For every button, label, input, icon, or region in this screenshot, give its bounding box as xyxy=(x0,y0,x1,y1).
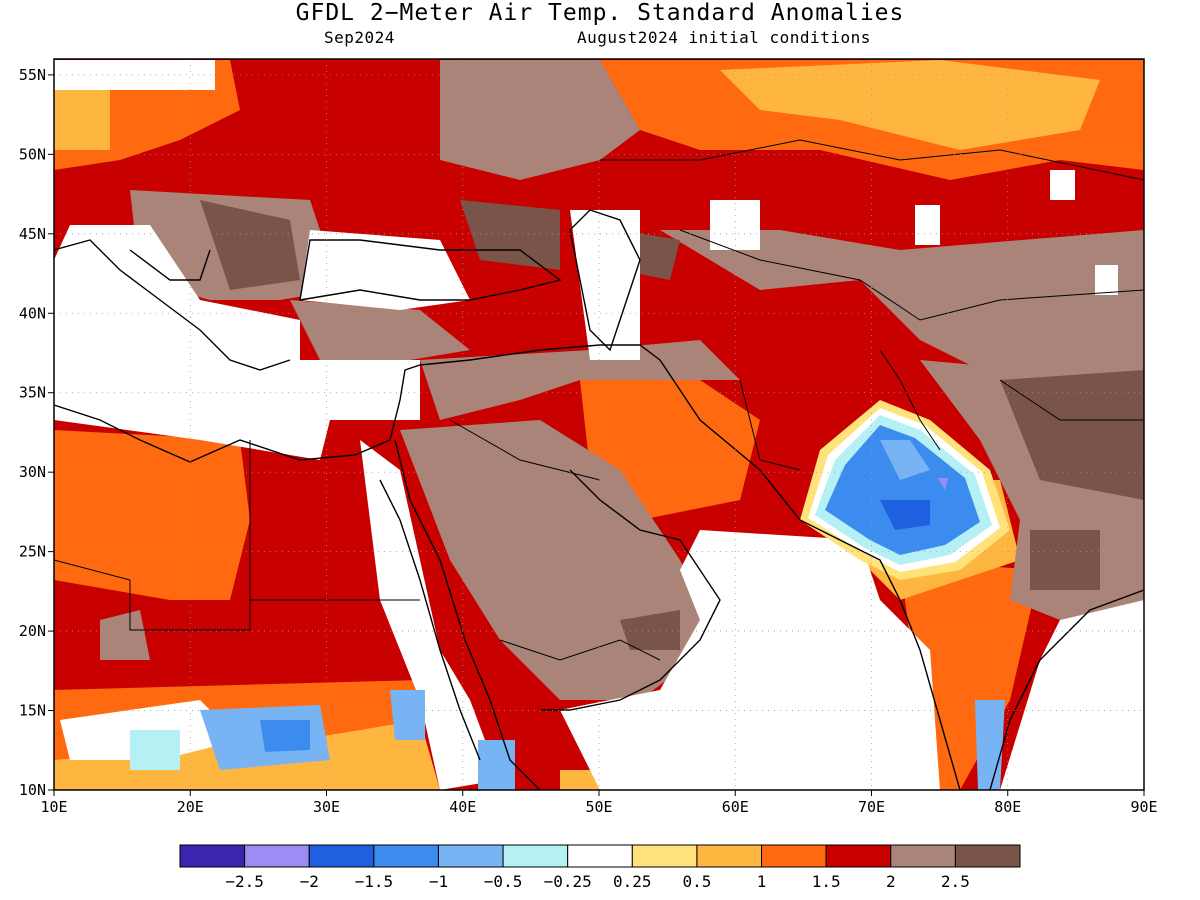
colorbar-swatch xyxy=(567,844,633,868)
lat-tick-label: 50N xyxy=(19,145,46,163)
colorbar-swatch xyxy=(631,844,698,868)
colorbar-swatch xyxy=(890,844,956,868)
lat-tick-label: 35N xyxy=(19,384,46,402)
lon-tick-label: 60E xyxy=(722,798,749,816)
lon-tick-label: 10E xyxy=(40,798,67,816)
lon-tick-label: 30E xyxy=(313,798,340,816)
longitude-ticks: 10E 20E 30E 40E 50E 60E 70E 80E 90E xyxy=(40,790,1158,816)
colorbar-swatch xyxy=(179,844,246,868)
colorbar-swatch xyxy=(825,844,892,868)
lat-tick-label: 20N xyxy=(19,622,46,640)
colorbar-swatch xyxy=(373,844,439,868)
colorbar-label: −2 xyxy=(300,872,319,891)
lon-tick-label: 20E xyxy=(177,798,204,816)
colorbar-label: −0.25 xyxy=(544,872,592,891)
colorbar-label: 2.5 xyxy=(941,872,970,891)
colorbar-label: −2.5 xyxy=(225,872,264,891)
lon-tick-label: 70E xyxy=(858,798,885,816)
lat-tick-label: 15N xyxy=(19,702,46,720)
colorbar-swatch xyxy=(761,844,827,868)
colorbar-label: 1 xyxy=(757,872,767,891)
lon-tick-label: 90E xyxy=(1130,798,1157,816)
colorbar-swatch xyxy=(437,844,504,868)
coastlines xyxy=(54,209,1144,790)
latitude-ticks: 10N 15N 20N 25N 30N 35N 40N 45N 50N 55N xyxy=(19,66,54,799)
lat-tick-label: 30N xyxy=(19,463,46,481)
lat-tick-label: 45N xyxy=(19,225,46,243)
lon-tick-label: 80E xyxy=(994,798,1021,816)
colorbar-swatch xyxy=(308,844,375,868)
colorbar-label: −1 xyxy=(429,872,448,891)
lat-tick-label: 40N xyxy=(19,304,46,322)
lon-tick-label: 40E xyxy=(449,798,476,816)
colorbar-swatch xyxy=(954,844,1021,868)
lat-tick-label: 10N xyxy=(19,781,46,799)
borders xyxy=(54,139,1144,661)
colorbar-swatch xyxy=(502,844,569,868)
colorbar-swatch xyxy=(244,844,310,868)
colorbar-label: 0.25 xyxy=(613,872,652,891)
lon-tick-label: 50E xyxy=(585,798,612,816)
colorbar-label: 1.5 xyxy=(812,872,841,891)
anomaly-field xyxy=(54,59,1144,790)
initial-conditions-label: August2024 initial conditions xyxy=(577,28,871,47)
chart-title: GFDL 2−Meter Air Temp. Standard Anomalie… xyxy=(295,0,905,26)
colorbar-label: 0.5 xyxy=(682,872,711,891)
colorbar-swatch xyxy=(696,844,763,868)
colorbar-label: 2 xyxy=(886,872,896,891)
lat-tick-label: 55N xyxy=(19,66,46,84)
colorbar xyxy=(179,844,1021,868)
colorbar-label: −1.5 xyxy=(355,872,394,891)
forecast-month: Sep2024 xyxy=(324,28,395,47)
lat-tick-label: 25N xyxy=(19,543,46,561)
colorbar-labels: −2.5 −2 −1.5 −1 −0.5 −0.25 0.25 0.5 1 1.5 2 2.5 xyxy=(225,872,969,891)
colorbar-label: −0.5 xyxy=(484,872,523,891)
